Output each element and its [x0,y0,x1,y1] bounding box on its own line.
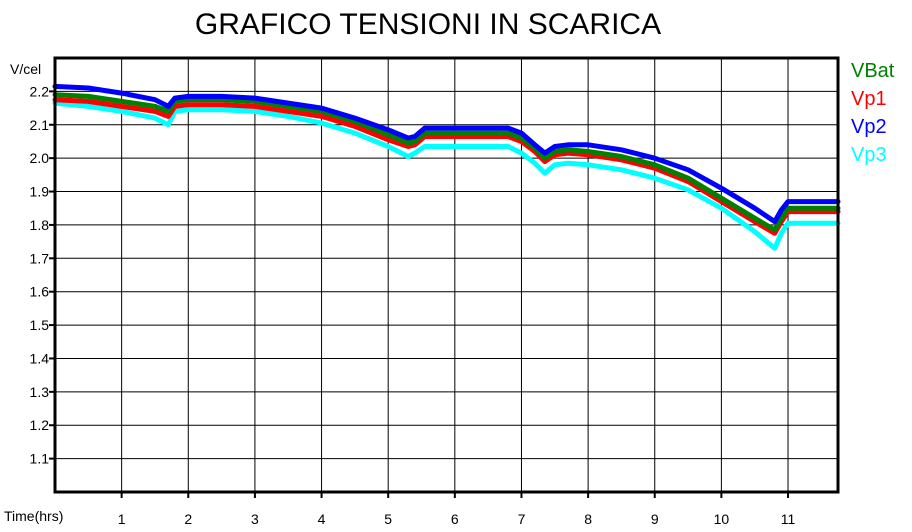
x-tick-label: 6 [451,511,459,527]
y-tick-label: 2.2 [30,83,50,99]
y-tick-label: 1.7 [30,250,50,266]
y-tick-label: 1.8 [30,217,50,233]
x-tick-label: 11 [781,511,796,527]
series-line-vp2 [52,83,841,225]
x-tick-label: 10 [714,511,730,527]
x-tick-label: 7 [518,511,526,527]
y-axis-label: V/cel [10,61,41,77]
legend-entry-vbat: VBat [851,60,895,82]
tick-labels: 1 2 3 4 5 6 7 8 9 10 11 1.1 1.2 1.3 1.4 1.5 1.6 1.7 1.8 1.9… [30,83,796,527]
y-tick-label: 1.6 [30,284,50,300]
x-tick-label: 3 [251,511,259,527]
legend-entry-vp1: Vp1 [851,88,887,110]
x-axis-label: Time(hrs) [4,508,63,524]
series-line-vp1 [52,97,841,236]
series-line-vbat [52,92,841,233]
y-tick-label: 1.1 [30,451,50,467]
y-tick-label: 1.2 [30,417,50,433]
y-tick-label: 1.9 [30,184,50,200]
legend: VBat Vp1 Vp2 Vp3 [851,60,895,166]
x-tick-label: 4 [318,511,326,527]
series-line-vp3 [52,100,841,251]
y-tick-label: 2.0 [30,150,50,166]
x-tick-label: 5 [384,511,392,527]
y-tick-label: 1.5 [30,317,50,333]
y-tick-label: 2.1 [30,117,50,133]
x-tick-label: 8 [584,511,592,527]
x-tick-label: 2 [184,511,192,527]
legend-entry-vp3: Vp3 [851,144,887,166]
x-tick-label: 9 [651,511,659,527]
y-tick-label: 1.4 [30,350,50,366]
plot-frame [53,56,840,494]
y-tick-label: 1.3 [30,384,50,400]
legend-entry-vp2: Vp2 [851,116,887,138]
x-tick-label: 1 [118,511,126,527]
series-lines [52,83,841,251]
chart-title: GRAFICO TENSIONI IN SCARICA [195,8,661,41]
